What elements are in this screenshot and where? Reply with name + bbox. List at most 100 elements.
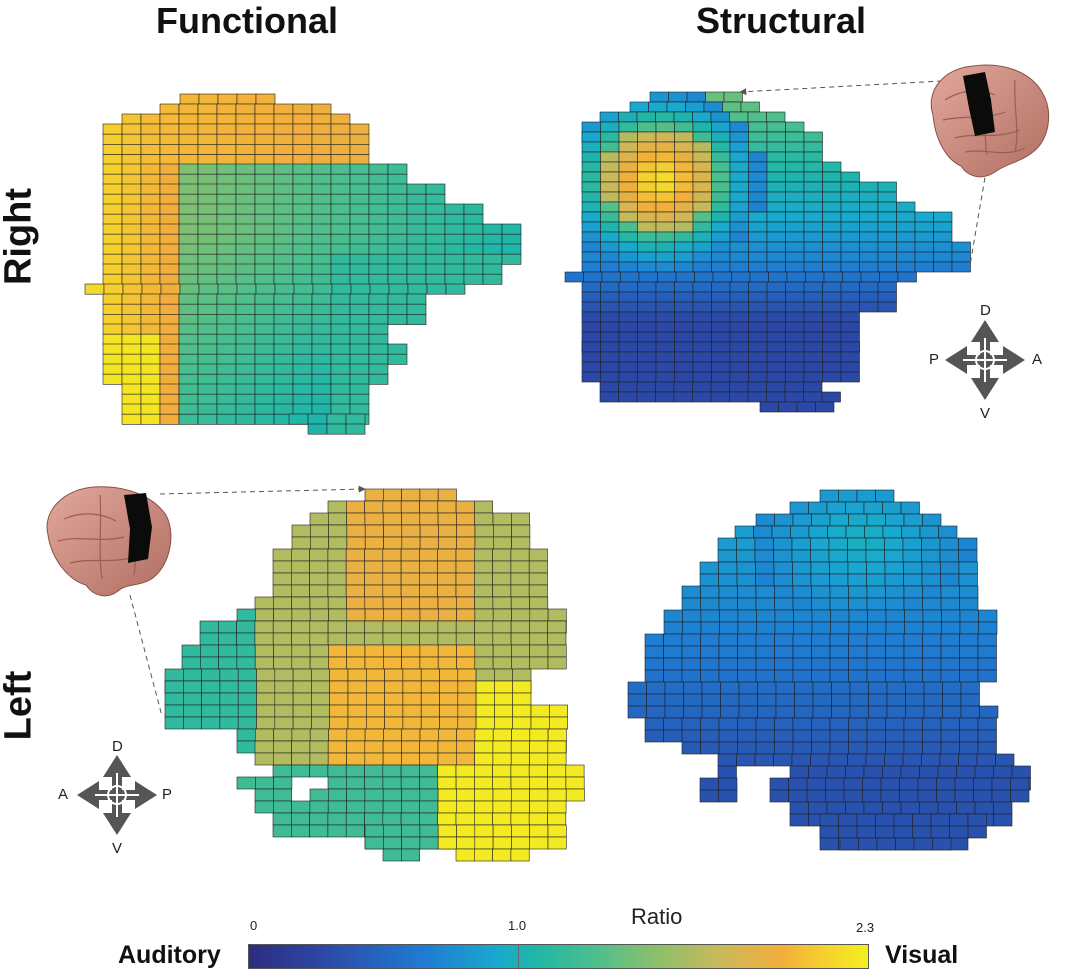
map-cell <box>828 549 848 563</box>
map-cell <box>501 253 522 265</box>
map-cell <box>914 241 934 253</box>
map-cell <box>803 281 823 293</box>
map-cell <box>692 111 712 123</box>
map-cell <box>755 657 775 671</box>
map-cell <box>217 93 238 105</box>
map-cell <box>774 729 794 743</box>
map-cell <box>913 837 933 851</box>
map-cell <box>805 271 825 283</box>
map-cell <box>637 261 657 273</box>
map-cell <box>740 101 760 113</box>
map-cell <box>581 321 601 333</box>
map-cell <box>474 740 494 754</box>
map-cell <box>329 716 349 730</box>
map-cell <box>197 243 218 255</box>
map-cell <box>859 181 879 193</box>
map-cell <box>387 243 408 255</box>
map-cell <box>826 501 846 515</box>
map-cell <box>627 693 647 707</box>
map-cell <box>840 311 860 323</box>
map-cell <box>400 848 420 862</box>
map-cell <box>863 765 883 779</box>
map-cell <box>896 241 916 253</box>
map-cell <box>235 363 256 375</box>
map-cell <box>419 812 438 826</box>
map-cell <box>510 776 530 790</box>
map-cell <box>822 351 842 363</box>
map-cell <box>364 836 384 850</box>
map-cell <box>292 668 312 682</box>
map-cell <box>216 183 237 195</box>
map-cell <box>600 301 620 313</box>
map-cell <box>178 243 199 255</box>
map-cell <box>866 633 886 647</box>
map-cell <box>711 131 731 143</box>
map-cell <box>121 314 142 325</box>
map-cell <box>368 263 389 275</box>
map-cell <box>838 489 858 503</box>
map-cell <box>933 241 953 253</box>
map-cell <box>803 361 823 373</box>
map-cell <box>565 764 585 778</box>
map-cell <box>766 241 786 253</box>
map-cell <box>663 633 683 647</box>
map-cell <box>1011 765 1031 779</box>
map-cell <box>766 291 786 303</box>
map-cell <box>419 524 439 538</box>
map-cell <box>581 121 601 133</box>
map-cell <box>692 301 712 313</box>
map-cell <box>914 261 934 273</box>
map-cell <box>197 383 218 395</box>
map-cell <box>455 560 475 574</box>
map-cell <box>923 681 943 695</box>
map-cell <box>197 183 218 195</box>
map-cell <box>387 233 408 245</box>
map-cell <box>655 261 675 273</box>
map-cell <box>840 251 860 263</box>
map-cell <box>402 704 422 718</box>
map-cell <box>420 692 440 706</box>
map-cell <box>437 596 457 610</box>
map-cell <box>328 656 347 670</box>
map-cell <box>880 789 900 803</box>
map-cell <box>771 525 791 539</box>
map-cell <box>793 621 813 635</box>
map-cell <box>600 161 620 173</box>
map-cell <box>327 788 347 802</box>
map-cell <box>886 681 906 695</box>
map-cell <box>694 271 714 283</box>
map-cell <box>290 812 310 826</box>
map-cell <box>829 633 849 647</box>
map-cell <box>330 144 351 155</box>
map-cell <box>311 213 332 225</box>
map-cell <box>178 413 199 425</box>
map-cell <box>711 281 731 293</box>
map-cell <box>273 203 294 215</box>
map-cell <box>254 596 274 610</box>
map-cell <box>330 253 351 265</box>
map-cell <box>159 113 180 125</box>
map-cell <box>859 291 879 303</box>
map-cell <box>311 154 332 166</box>
map-cell <box>773 537 793 551</box>
map-cell <box>792 645 812 659</box>
map-cell <box>729 331 749 343</box>
map-cell <box>178 303 199 315</box>
map-cell <box>235 253 256 265</box>
map-cell <box>121 393 142 405</box>
map-cell <box>292 373 313 385</box>
map-cell <box>848 645 868 659</box>
map-cell <box>368 173 389 185</box>
map-cell <box>958 573 978 587</box>
map-cell <box>710 381 730 393</box>
map-cell <box>382 800 402 814</box>
map-cell <box>121 154 142 166</box>
map-cell <box>383 608 402 622</box>
map-cell <box>437 788 457 802</box>
map-cell <box>292 403 313 415</box>
map-cell <box>510 848 530 862</box>
map-cell <box>218 644 238 658</box>
map-cell <box>769 777 789 791</box>
map-cell <box>292 193 313 205</box>
map-cell <box>219 716 239 730</box>
